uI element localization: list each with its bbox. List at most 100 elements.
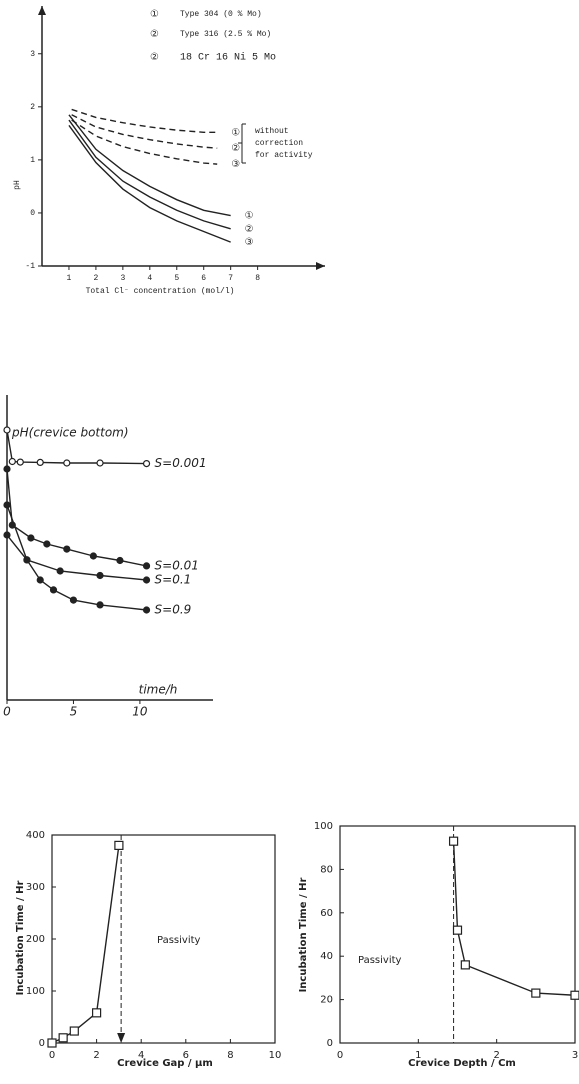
x-tick-label: 2 <box>493 1050 499 1061</box>
x-tick-label: 10 <box>132 705 148 719</box>
x-axis-label: Total Cl⁻ concentration (mol/l) <box>86 287 235 296</box>
series-label: ③ <box>245 237 254 248</box>
point <box>3 501 11 509</box>
x-tick-label: 5 <box>174 274 179 283</box>
bracket <box>238 123 246 164</box>
point <box>448 836 459 846</box>
x-tick-label: 5 <box>70 705 78 719</box>
point <box>23 556 31 564</box>
point <box>142 576 151 584</box>
series-line <box>452 841 576 996</box>
legend-symbol: ① <box>150 9 159 20</box>
y-tick-label: 100 <box>314 821 333 832</box>
y-axis-arrow <box>38 6 46 15</box>
point <box>49 586 58 594</box>
y-tick-label: 300 <box>26 882 45 893</box>
x-tick-label: 6 <box>183 1050 189 1061</box>
x-axis-arrow <box>316 262 325 270</box>
point <box>142 460 151 468</box>
point <box>452 925 463 935</box>
x-tick-label: 0 <box>3 705 11 719</box>
series-label: S=0.9 <box>155 603 192 617</box>
x-tick-label: 2 <box>93 1050 99 1061</box>
x-tick-label: 0 <box>337 1050 343 1061</box>
annotation: Passivity <box>358 955 402 966</box>
y-tick-label: 2 <box>30 103 35 112</box>
annotation: Passivity <box>157 935 201 946</box>
x-tick-label: 3 <box>572 1050 578 1061</box>
y-tick-label: 400 <box>26 830 45 841</box>
point <box>460 960 470 970</box>
point <box>3 531 11 539</box>
y-tick-label: 60 <box>320 908 333 919</box>
y-tick-label: 40 <box>320 951 333 962</box>
x-tick-label: 4 <box>138 1050 144 1061</box>
y-axis-label: pH <box>13 180 22 190</box>
x-tick-label: 7 <box>228 274 233 283</box>
point <box>3 426 11 434</box>
plot-frame <box>339 825 576 1044</box>
y-tick-label: 0 <box>327 1038 333 1049</box>
y-tick-label: 80 <box>320 864 333 875</box>
x-tick-label: 8 <box>255 274 260 283</box>
point <box>116 556 124 565</box>
series-line <box>71 119 218 165</box>
point <box>36 576 44 584</box>
point <box>47 1038 57 1048</box>
x-axis-label: Crevice Depth / Cm <box>408 1058 516 1069</box>
annotation: without <box>255 127 289 136</box>
point <box>63 459 71 467</box>
point <box>96 459 104 467</box>
series-label: S=0.01 <box>155 558 199 572</box>
point <box>16 458 24 466</box>
point <box>570 990 579 1000</box>
point <box>36 458 44 466</box>
point <box>43 540 51 548</box>
y-axis-label: Incubation Time / Hr <box>15 881 26 996</box>
legend-label: 18 Cr 16 Ni 5 Mo <box>180 52 276 64</box>
point <box>3 465 11 473</box>
series-line <box>68 119 231 230</box>
point <box>96 571 104 580</box>
point <box>69 1026 79 1036</box>
series-line <box>6 504 147 581</box>
y-tick-label: 200 <box>26 934 45 945</box>
x-tick-label: 6 <box>201 274 206 283</box>
legend-label: Type 304 (0 % Mo) <box>180 10 262 19</box>
y-axis-label: Incubation Time / Hr <box>298 878 309 993</box>
point <box>27 534 35 542</box>
point <box>142 562 151 570</box>
threshold-arrow <box>117 1033 126 1043</box>
legend-symbol: ② <box>150 52 159 63</box>
x-tick-label: 2 <box>93 274 98 283</box>
series-label: S=0.001 <box>155 456 207 470</box>
series-line <box>51 845 120 1044</box>
x-tick-label: 4 <box>147 274 152 283</box>
y-axis-label: pH(crevice bottom) <box>11 426 129 440</box>
y-tick-label: 100 <box>26 986 45 997</box>
y-tick-label: 20 <box>320 995 333 1006</box>
annotation: for activity <box>255 151 313 160</box>
point <box>91 1008 102 1018</box>
point <box>8 457 16 466</box>
series-line <box>71 114 218 149</box>
point <box>96 601 104 609</box>
y-tick-label: 0 <box>39 1038 45 1049</box>
series-line <box>68 114 231 217</box>
series-line <box>6 468 147 567</box>
point <box>142 606 151 614</box>
x-tick-label: 1 <box>415 1050 421 1061</box>
series-label: S=0.1 <box>155 573 192 587</box>
y-tick-label: 0 <box>30 209 35 218</box>
legend-symbol: ② <box>150 29 159 40</box>
point <box>531 988 541 998</box>
x-tick-label: 8 <box>227 1050 233 1061</box>
x-tick-label: 10 <box>269 1050 282 1061</box>
point <box>89 552 97 560</box>
y-tick-label: 3 <box>30 50 35 59</box>
series-label: ① <box>231 127 240 138</box>
legend-label: Type 316 (2.5 % Mo) <box>180 30 271 39</box>
y-tick-label: 1 <box>30 156 35 165</box>
